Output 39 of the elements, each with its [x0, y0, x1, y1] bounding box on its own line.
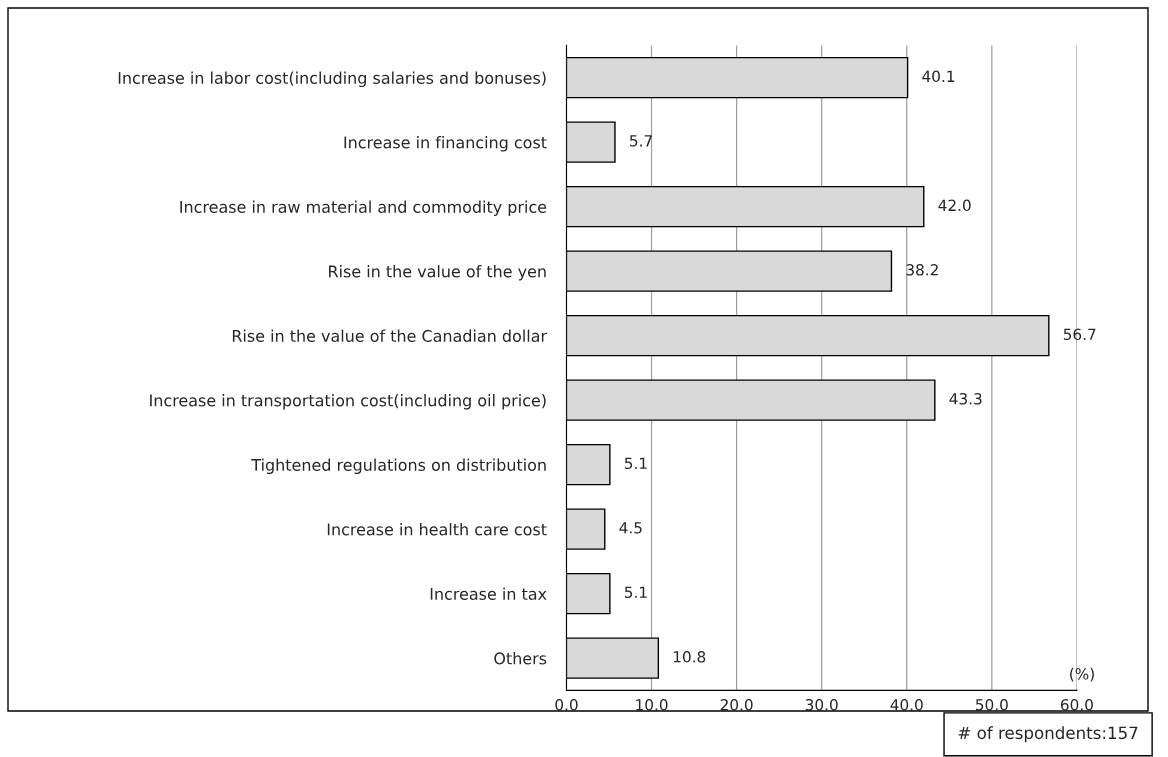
data-label: 42.0	[938, 199, 971, 212]
data-label: 5.1	[624, 457, 647, 470]
data-label: 4.5	[619, 522, 642, 534]
y-tick-label: Tightened regulations on distribution	[251, 458, 546, 475]
bar	[566, 572, 611, 615]
y-tick-label: Others	[494, 652, 547, 665]
x-tick-label: 20.0	[720, 698, 753, 711]
x-tick-label: 10.0	[636, 698, 668, 711]
y-tick-label: Increase in transportation cost(including oil price)	[150, 394, 546, 410]
y-tick-label: Rise in the value of the yen	[329, 265, 546, 281]
data-label: 5.7	[630, 135, 652, 147]
data-label: 56.7	[1063, 328, 1096, 341]
bar	[566, 379, 936, 421]
data-label: 10.8	[673, 651, 706, 663]
bar	[566, 56, 909, 99]
y-tick-label: Increase in financing cost	[344, 136, 547, 152]
y-tick-label: Increase in tax	[430, 587, 547, 600]
y-tick-label: Rise in the value of the Canadian dollar	[232, 329, 548, 342]
data-label: 38.2	[906, 264, 938, 276]
bar	[566, 314, 1050, 357]
data-label: 5.1	[624, 586, 647, 599]
y-tick-label: Increase in raw material and commodity price	[180, 200, 547, 217]
bar	[566, 121, 616, 163]
data-label: 43.3	[949, 393, 982, 405]
bar	[566, 637, 660, 679]
x-tick-label: 0.0	[555, 698, 578, 711]
bar	[566, 250, 893, 292]
x-tick-label: 60.0	[1060, 698, 1093, 711]
bar	[566, 508, 606, 550]
y-tick-label: Increase in health care cost	[327, 523, 547, 536]
bar	[566, 185, 925, 228]
x-tick-label: 40.0	[890, 698, 923, 711]
data-label: 40.1	[922, 70, 955, 83]
bar	[566, 443, 611, 486]
text: # of respondents:157	[958, 726, 1138, 743]
x-axis-title: (%)	[1070, 667, 1094, 682]
x-tick-label: 30.0	[805, 698, 838, 711]
x-tick-label: 50.0	[976, 698, 1008, 711]
y-tick-label: Increase in labor cost(including salaries and bonuses)	[118, 71, 546, 88]
